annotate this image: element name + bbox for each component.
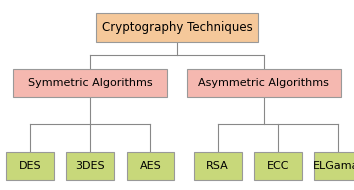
FancyBboxPatch shape bbox=[254, 152, 302, 180]
FancyBboxPatch shape bbox=[96, 13, 258, 42]
FancyBboxPatch shape bbox=[13, 69, 167, 97]
Text: DES: DES bbox=[19, 161, 41, 171]
FancyBboxPatch shape bbox=[194, 152, 241, 180]
FancyBboxPatch shape bbox=[6, 152, 54, 180]
FancyBboxPatch shape bbox=[127, 152, 174, 180]
Text: 3DES: 3DES bbox=[75, 161, 105, 171]
Text: RSA: RSA bbox=[206, 161, 229, 171]
Text: Symmetric Algorithms: Symmetric Algorithms bbox=[28, 78, 153, 88]
FancyBboxPatch shape bbox=[314, 152, 354, 180]
FancyBboxPatch shape bbox=[67, 152, 114, 180]
Text: ECC: ECC bbox=[267, 161, 289, 171]
Text: Cryptography Techniques: Cryptography Techniques bbox=[102, 21, 252, 34]
Text: Asymmetric Algorithms: Asymmetric Algorithms bbox=[198, 78, 329, 88]
Text: ELGamal: ELGamal bbox=[313, 161, 354, 171]
Text: AES: AES bbox=[139, 161, 161, 171]
FancyBboxPatch shape bbox=[187, 69, 341, 97]
